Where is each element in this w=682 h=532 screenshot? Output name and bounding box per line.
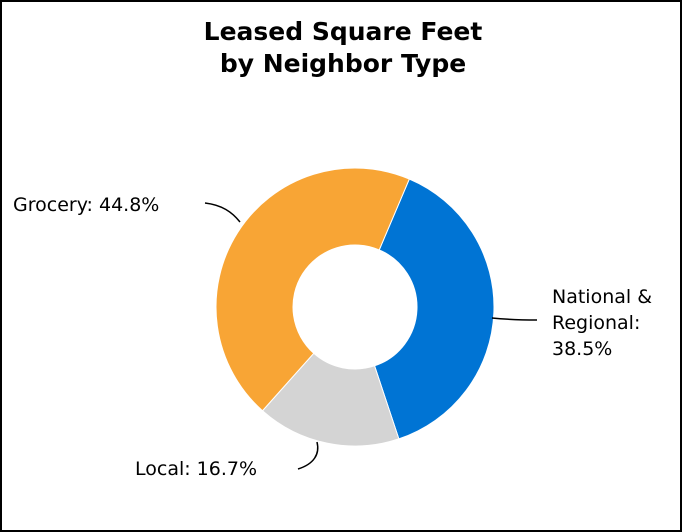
slice-label-line: Local: 16.7%	[135, 458, 257, 480]
slice-labels: National & Regional: 38.5% Local: 16.7% Groc…	[13, 194, 652, 480]
slice-label-line: National &	[552, 286, 652, 308]
slice-label-local: Local: 16.7%	[135, 458, 257, 480]
slice-label-line: Grocery: 44.8%	[13, 194, 159, 216]
leader-lines	[204, 202, 538, 470]
leader-line-local	[297, 441, 319, 470]
slice-national-regional	[373, 178, 495, 440]
slice-label-grocery: Grocery: 44.8%	[13, 194, 159, 216]
slice-grocery	[215, 167, 410, 412]
slice-label-line: 38.5%	[552, 338, 612, 360]
slice-label-line: Regional:	[552, 312, 640, 334]
donut-slices	[215, 167, 495, 447]
chart-title-line-2: by Neighbor Type	[220, 49, 466, 78]
chart-title: Leased Square Feet by Neighbor Type	[204, 17, 483, 78]
slice-label-national-regional: National & Regional: 38.5%	[552, 286, 652, 360]
leader-line-grocery	[204, 202, 241, 223]
chart-title-line-1: Leased Square Feet	[204, 17, 483, 46]
leader-line-national-regional	[491, 317, 538, 321]
slice-local	[261, 352, 400, 447]
